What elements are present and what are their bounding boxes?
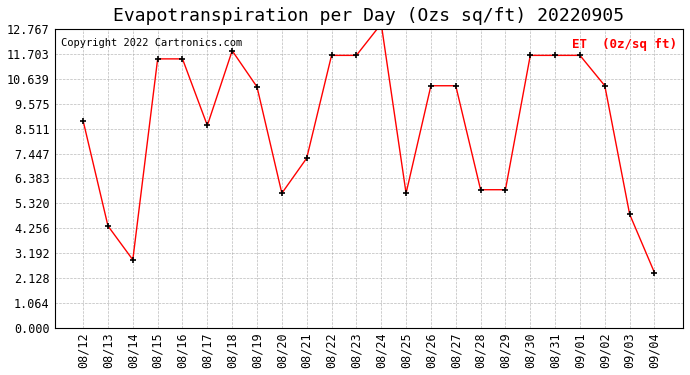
ET  (0z/sq ft): [302, 156, 311, 160]
ET  (0z/sq ft): [526, 53, 535, 58]
ET  (0z/sq ft): [277, 191, 286, 195]
ET  (0z/sq ft): [601, 84, 609, 88]
ET  (0z/sq ft): [452, 84, 460, 88]
ET  (0z/sq ft): [626, 212, 634, 216]
ET  (0z/sq ft): [228, 48, 236, 53]
ET  (0z/sq ft): [502, 188, 510, 192]
ET  (0z/sq ft): [153, 57, 161, 61]
ET  (0z/sq ft): [327, 53, 335, 58]
ET  (0z/sq ft): [477, 188, 485, 192]
ET  (0z/sq ft): [104, 224, 112, 228]
Line: ET  (0z/sq ft): ET (0z/sq ft): [79, 20, 658, 276]
ET  (0z/sq ft): [551, 53, 560, 58]
Title: Evapotranspiration per Day (Ozs sq/ft) 20220905: Evapotranspiration per Day (Ozs sq/ft) 2…: [113, 7, 624, 25]
ET  (0z/sq ft): [576, 53, 584, 58]
ET  (0z/sq ft): [253, 85, 261, 89]
ET  (0z/sq ft): [402, 191, 411, 195]
ET  (0z/sq ft): [651, 270, 659, 275]
ET  (0z/sq ft): [377, 22, 386, 26]
ET  (0z/sq ft): [427, 84, 435, 88]
Text: Copyright 2022 Cartronics.com: Copyright 2022 Cartronics.com: [61, 38, 242, 48]
ET  (0z/sq ft): [128, 258, 137, 262]
Text: ET  (0z/sq ft): ET (0z/sq ft): [572, 38, 677, 51]
ET  (0z/sq ft): [79, 118, 87, 123]
ET  (0z/sq ft): [203, 123, 211, 128]
ET  (0z/sq ft): [178, 57, 186, 61]
ET  (0z/sq ft): [352, 53, 360, 58]
